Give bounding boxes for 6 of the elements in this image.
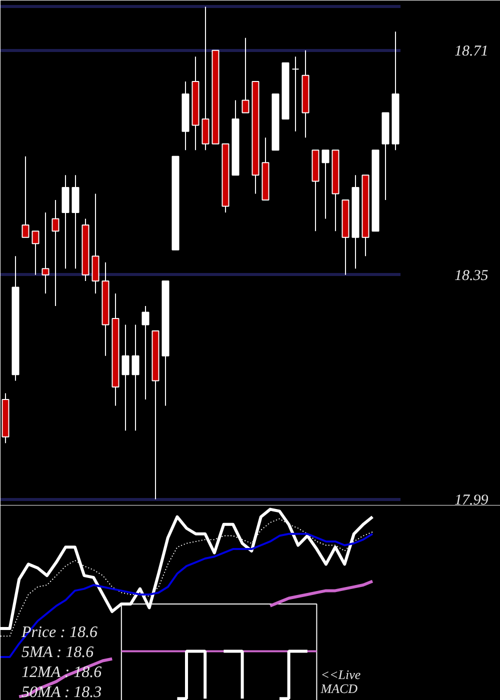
annotation: <<Live	[320, 667, 361, 682]
y-tick-label: 18.35	[454, 268, 489, 284]
y-tick-label: 18.71	[454, 43, 488, 60]
y-tick-label: 17.99	[454, 492, 489, 508]
annotation: MACD	[320, 681, 358, 696]
annotation: 5MA : 18.6	[22, 644, 94, 661]
